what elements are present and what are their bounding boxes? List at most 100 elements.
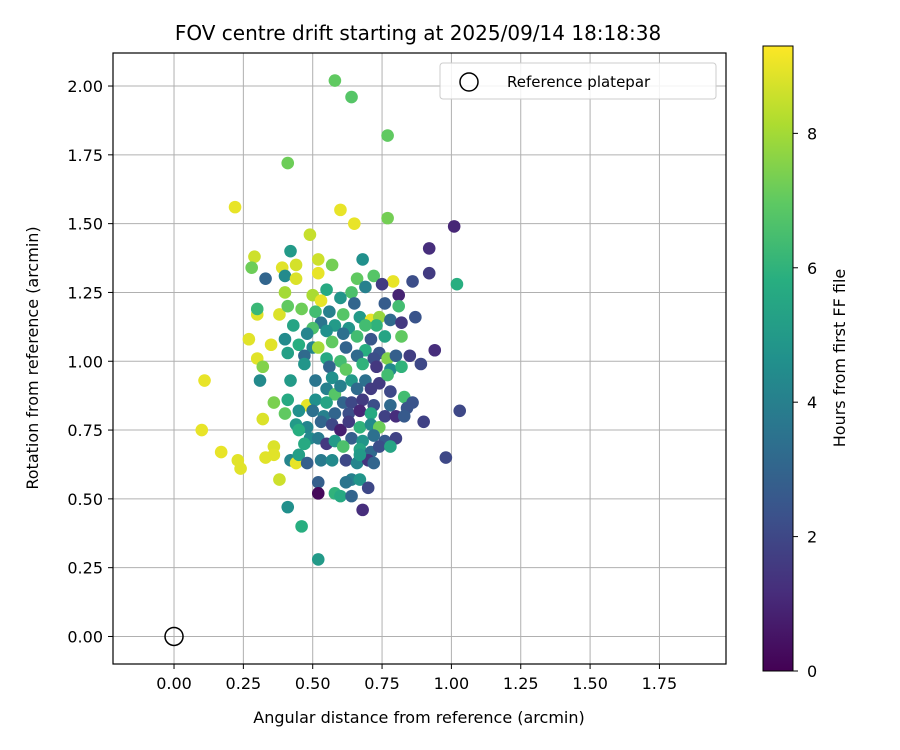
data-point	[422, 242, 436, 255]
data-point	[281, 500, 295, 514]
data-point	[273, 308, 286, 321]
data-point	[278, 407, 292, 420]
data-point	[356, 503, 369, 517]
data-point	[453, 404, 467, 418]
data-point	[320, 283, 333, 296]
data-point	[372, 440, 386, 453]
data-point	[292, 338, 306, 352]
data-point	[303, 228, 317, 241]
x-tick-label: 1.25	[503, 674, 539, 693]
data-point	[292, 404, 306, 418]
y-axis-label: Rotation from reference (arcmin)	[23, 226, 42, 489]
data-point	[281, 299, 295, 313]
data-point	[348, 297, 361, 310]
data-point	[314, 415, 328, 429]
x-tick-label: 0.50	[295, 674, 331, 693]
data-point	[370, 319, 383, 332]
data-point	[334, 203, 347, 217]
data-point	[334, 489, 347, 503]
data-point	[292, 423, 306, 437]
data-point	[361, 481, 375, 495]
y-axis-ticks: 0.00 0.25 0.50 0.75 1.00 1.25 1.50 1.75 2.00	[67, 77, 113, 646]
data-point	[248, 250, 261, 263]
data-point	[336, 308, 350, 321]
data-point	[336, 327, 350, 341]
y-tick-label: 2.00	[67, 77, 103, 96]
data-point	[392, 299, 405, 313]
data-point	[336, 440, 350, 453]
data-point	[242, 332, 256, 346]
x-tick-label: 1.75	[642, 674, 678, 693]
data-point	[334, 291, 347, 305]
data-point	[295, 302, 308, 316]
data-point	[309, 374, 322, 387]
data-point	[395, 330, 408, 343]
data-point	[428, 343, 442, 357]
x-tick-label: 1.50	[572, 674, 608, 693]
data-point	[281, 156, 295, 170]
data-point	[345, 396, 358, 409]
data-point	[406, 275, 419, 288]
colorbar-label: Hours from first FF file	[830, 269, 849, 448]
data-point	[298, 357, 311, 371]
y-tick-label: 1.00	[67, 352, 103, 371]
data-point	[345, 90, 358, 104]
data-point	[397, 409, 411, 423]
data-point	[403, 349, 417, 363]
data-point	[350, 272, 364, 285]
x-tick-label: 0.25	[226, 674, 262, 693]
data-point	[323, 305, 336, 319]
reference-marker	[164, 626, 184, 647]
legend-box	[439, 62, 717, 100]
data-point	[328, 407, 342, 420]
data-point	[381, 368, 394, 382]
data-point	[300, 456, 314, 470]
data-point	[353, 473, 367, 486]
data-point	[378, 409, 392, 423]
data-point	[356, 393, 369, 407]
colorbar-tick-label: 4	[807, 393, 817, 412]
data-point	[314, 294, 328, 308]
data-point	[364, 382, 378, 396]
y-tick-label: 1.75	[67, 146, 103, 165]
data-point	[259, 451, 272, 464]
data-point	[195, 423, 209, 437]
colorbar-tick-label: 6	[807, 259, 817, 278]
data-point	[278, 332, 292, 346]
data-point	[375, 277, 389, 291]
data-point	[273, 473, 286, 486]
data-point	[345, 432, 358, 445]
data-point	[311, 476, 325, 489]
data-point	[284, 374, 297, 387]
data-point	[422, 266, 436, 280]
x-tick-label: 0.75	[364, 674, 400, 693]
data-points	[195, 74, 467, 566]
data-point	[353, 421, 367, 434]
data-point	[359, 280, 372, 294]
data-point	[311, 341, 325, 354]
data-point	[384, 398, 397, 412]
data-point	[367, 456, 381, 470]
data-point	[250, 302, 264, 316]
data-point	[417, 415, 430, 429]
data-point	[300, 327, 314, 341]
data-point	[306, 404, 320, 418]
y-tick-label: 1.25	[67, 283, 103, 302]
y-tick-label: 0.75	[67, 421, 103, 440]
data-point	[381, 129, 394, 142]
chart-title: FOV centre drift starting at 2025/09/14 …	[175, 21, 661, 45]
data-point	[325, 371, 339, 385]
data-point	[384, 440, 397, 453]
data-point	[253, 374, 267, 387]
data-point	[339, 363, 353, 376]
data-point	[395, 360, 408, 374]
data-point	[256, 412, 270, 426]
y-tick-label: 0.00	[67, 627, 103, 646]
plot-frame	[112, 52, 727, 665]
data-point	[345, 286, 358, 299]
x-axis-label: Angular distance from reference (arcmin)	[253, 708, 584, 727]
data-point	[259, 272, 272, 285]
data-point	[267, 396, 281, 409]
data-point	[389, 349, 403, 363]
